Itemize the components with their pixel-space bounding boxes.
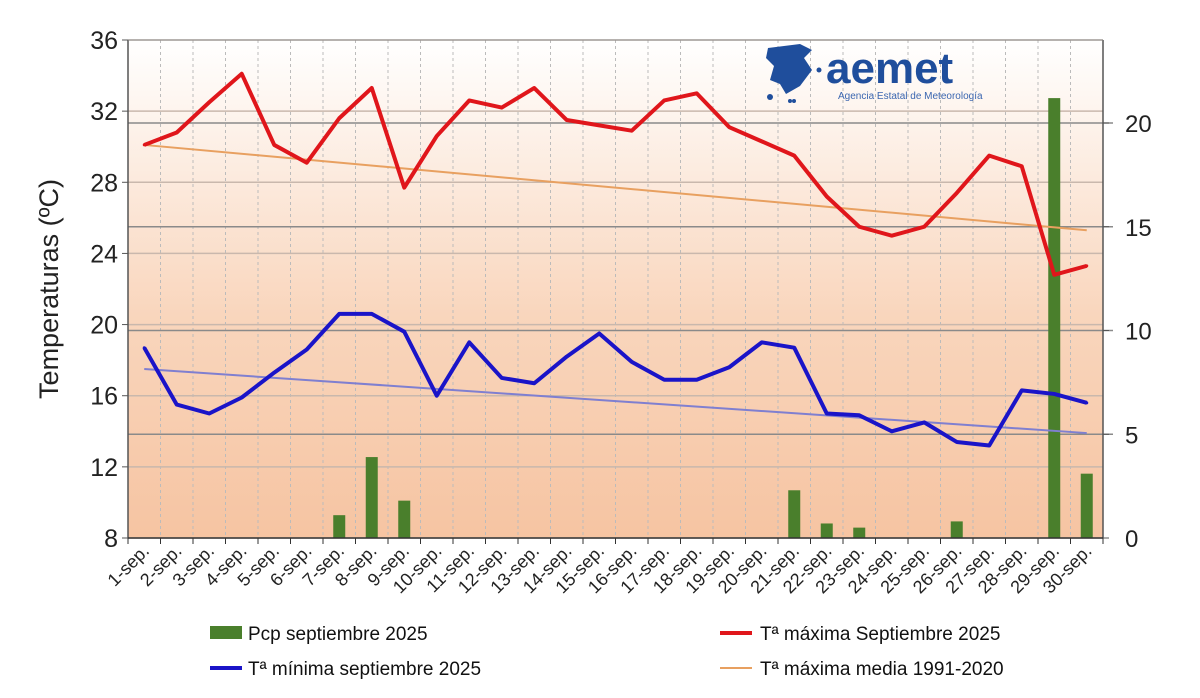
- tmin-point: [1020, 388, 1024, 392]
- left-tick-label: 24: [90, 240, 118, 268]
- tmin-point: [630, 360, 634, 364]
- right-tick-label: 5: [1125, 422, 1138, 449]
- tmin-point: [500, 376, 504, 380]
- tmax-point: [435, 134, 439, 138]
- tmin-point: [565, 355, 569, 359]
- precipitation-bar: [950, 521, 963, 538]
- tmax-point: [402, 186, 406, 190]
- temperature-lines: [142, 71, 1089, 448]
- tmin-point: [370, 312, 374, 316]
- tmax-point: [337, 116, 341, 120]
- tmin-point: [825, 412, 829, 415]
- tmax-point: [825, 195, 829, 199]
- precipitation-bar: [365, 457, 378, 538]
- tmin-point: [955, 440, 959, 444]
- tmax-point: [955, 191, 959, 195]
- left-tick-label: 20: [90, 312, 118, 340]
- left-tick-label: 28: [90, 169, 118, 197]
- tmin-point: [695, 378, 699, 382]
- tmax-point: [890, 234, 894, 238]
- legend: Pcp septiembre 2025 Tª máxima Septiembre…: [210, 624, 1004, 680]
- tmin-point: [597, 331, 601, 335]
- tmin-point: [402, 330, 406, 334]
- tmin-point: [175, 403, 179, 407]
- tmin-point: [240, 395, 244, 399]
- aemet-logo: aemet Agencia Estatal de Meteorología: [766, 44, 983, 103]
- tmax-point: [207, 100, 211, 104]
- tmin-point: [760, 340, 764, 344]
- tmax-line: [143, 71, 1088, 277]
- tmax-point: [1052, 273, 1056, 277]
- right-tick-label: 10: [1125, 319, 1152, 346]
- precipitation-bars: [333, 98, 1093, 538]
- tmax-point: [987, 154, 991, 158]
- tmax-point: [1020, 164, 1024, 168]
- tmax-point: [695, 91, 699, 95]
- left-tick-label: 8: [104, 525, 118, 553]
- legend-label-tmin: Tª mínima septiembre 2025: [248, 659, 481, 680]
- tmin-point: [435, 394, 439, 398]
- spain-map-icon: [766, 44, 812, 94]
- tmin-point: [272, 371, 276, 375]
- precipitation-bar: [1048, 98, 1061, 538]
- precipitation-bar: [788, 490, 801, 538]
- right-tick-label: 0: [1125, 526, 1138, 553]
- tmin-point: [142, 346, 146, 350]
- precipitation-bar: [333, 515, 346, 538]
- tmin-point: [987, 444, 991, 448]
- left-tick-label: 36: [90, 27, 118, 55]
- tmin-point: [857, 413, 861, 417]
- logo-subtitle: Agencia Estatal de Meteorología: [838, 91, 983, 102]
- tmin-point: [1052, 392, 1056, 396]
- tmin-point: [337, 312, 341, 316]
- tmin-point: [1085, 401, 1089, 405]
- tmax-point: [500, 106, 504, 110]
- precipitation-bar: [820, 523, 833, 538]
- tmax-point: [1085, 264, 1089, 268]
- tmax-point: [922, 225, 926, 229]
- tmax-point: [597, 123, 601, 127]
- tmin-line: [142, 311, 1088, 448]
- right-tick-label: 15: [1125, 215, 1152, 242]
- legend-label-tmax: Tª máxima Septiembre 2025: [760, 624, 1000, 645]
- precipitation-bar: [1080, 473, 1093, 538]
- precipitation-bar: [853, 527, 866, 538]
- left-tick-label: 12: [90, 454, 118, 482]
- tmin-point: [727, 365, 731, 369]
- tmin-point: [922, 420, 926, 424]
- tmax-point: [370, 86, 374, 90]
- tmin-point: [792, 346, 796, 350]
- tmax-point: [532, 86, 536, 90]
- tmax-point: [760, 139, 764, 143]
- tmax-point: [565, 118, 569, 122]
- tmax-point: [857, 225, 861, 229]
- tmin-point: [890, 429, 894, 433]
- tmax-point: [305, 161, 309, 165]
- tmax-point: [467, 98, 471, 102]
- right-tick-label: 20: [1125, 111, 1152, 138]
- tmin-point: [467, 340, 471, 344]
- precipitation-bar: [398, 500, 411, 538]
- tmax-point: [240, 72, 244, 76]
- legend-swatch-pcp: [210, 626, 242, 639]
- tmin-point: [207, 412, 211, 415]
- tmax-point: [662, 98, 666, 102]
- legend-label-tmax-normal: Tª máxima media 1991-2020: [760, 659, 1004, 680]
- tmin-point: [662, 378, 666, 382]
- legend-label-pcp: Pcp septiembre 2025: [248, 624, 428, 645]
- tmax-point: [175, 130, 179, 134]
- left-tick-label: 16: [90, 383, 118, 411]
- tmax-point: [727, 125, 731, 129]
- tmin-point: [305, 347, 309, 351]
- tmax-point: [630, 129, 634, 133]
- tmax-point: [272, 143, 276, 147]
- tmax-point: [792, 154, 796, 158]
- left-tick-label: 32: [90, 98, 118, 126]
- logo-text: aemet: [826, 44, 954, 93]
- tmax-point: [142, 143, 146, 147]
- trend-line: [144, 368, 1087, 435]
- y-axis-label: Temperaturas (ºC): [34, 179, 64, 399]
- tmin-point: [532, 381, 536, 385]
